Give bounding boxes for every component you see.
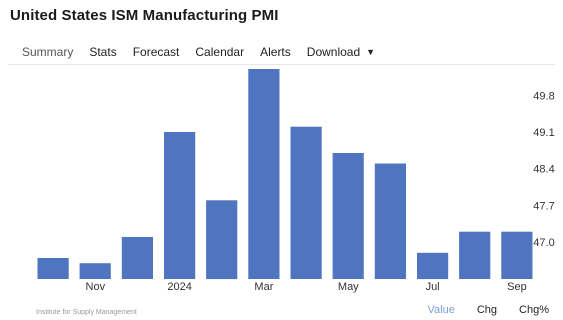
- bar-jun[interactable]: [374, 163, 406, 280]
- bar-jul[interactable]: [417, 252, 449, 280]
- bar-may[interactable]: [332, 153, 364, 279]
- tab-alerts[interactable]: Alerts: [260, 45, 291, 59]
- y-tick-label: 49.1: [533, 127, 554, 139]
- bar-aug[interactable]: [459, 231, 491, 279]
- bar-nov[interactable]: [79, 263, 111, 279]
- x-tick-label: May: [338, 281, 359, 293]
- chart-tabs: Summary Stats Forecast Calendar Alerts D…: [22, 45, 375, 59]
- y-tick-label: 48.4: [533, 164, 554, 176]
- x-tick-label: Jul: [426, 281, 440, 293]
- x-tick-label: Sep: [507, 281, 527, 293]
- footer-tabs: Value Chg Chg%: [406, 304, 549, 316]
- bar-mar[interactable]: [248, 69, 280, 279]
- x-tick-label: Mar: [254, 281, 273, 293]
- bar-oct[interactable]: [37, 258, 69, 279]
- source-label: Institute for Supply Management: [36, 309, 137, 316]
- tab-calendar[interactable]: Calendar: [195, 45, 245, 59]
- y-tick-label: 49.8: [533, 90, 554, 102]
- x-tick-label: Nov: [86, 281, 106, 293]
- caret-down-icon: ▼: [366, 47, 376, 57]
- tab-download: Download: [306, 45, 361, 59]
- tabs-divider: [8, 64, 555, 65]
- y-tick-label: 47.7: [533, 201, 554, 213]
- footer-tab-value[interactable]: Value: [427, 304, 455, 316]
- tab-summary[interactable]: Summary: [22, 45, 74, 59]
- download-dropdown[interactable]: Download ▼: [307, 45, 375, 59]
- bar-chart: 47.0 47.7 48.4 49.1 49.8 Nov 2024 Mar May Jul Sep: [37, 69, 555, 293]
- footer-tab-chg[interactable]: Chg: [476, 304, 498, 316]
- bar-dec[interactable]: [121, 237, 153, 279]
- x-tick-label: 2024: [167, 281, 191, 293]
- tab-forecast[interactable]: Forecast: [132, 45, 180, 59]
- bar-feb[interactable]: [206, 200, 238, 280]
- bar-apr[interactable]: [290, 126, 322, 279]
- footer-tab-chg-pct[interactable]: Chg%: [519, 304, 549, 316]
- tab-stats[interactable]: Stats: [89, 45, 117, 59]
- bar-sep[interactable]: [501, 231, 533, 279]
- page-title: United States ISM Manufacturing PMI: [10, 7, 279, 24]
- bar-2024[interactable]: [164, 132, 196, 279]
- y-tick-label: 47.0: [533, 237, 554, 249]
